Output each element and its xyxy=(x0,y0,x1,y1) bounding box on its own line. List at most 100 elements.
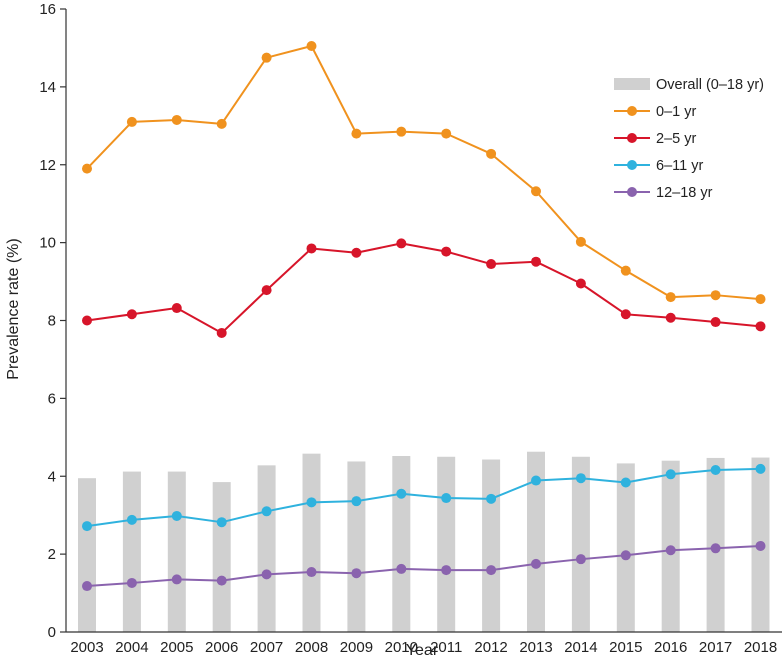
series-3-point-2016 xyxy=(665,545,676,556)
series-3-point-2012 xyxy=(486,565,497,576)
overall-bar-2012 xyxy=(482,459,501,632)
series-2-point-2012 xyxy=(486,493,497,504)
legend-marker-2 xyxy=(627,160,637,170)
series-1-point-2015 xyxy=(620,309,631,320)
x-tick-label: 2004 xyxy=(115,639,148,656)
legend-label-3: 12–18 yr xyxy=(656,185,713,201)
overall-bar-2011 xyxy=(437,456,456,632)
series-2-point-2006 xyxy=(216,517,227,528)
series-3-point-2014 xyxy=(575,554,586,565)
series-1-point-2005 xyxy=(171,303,182,314)
overall-bar-2010 xyxy=(392,456,411,632)
overall-bar-2006 xyxy=(212,482,231,632)
overall-bar-2013 xyxy=(527,451,545,632)
y-tick-label: 2 xyxy=(48,546,56,563)
series-1-point-2010 xyxy=(396,238,407,249)
series-1-point-2004 xyxy=(126,309,137,320)
series-3-point-2015 xyxy=(620,550,631,561)
series-3-point-2005 xyxy=(171,574,182,585)
series-2-point-2014 xyxy=(575,473,586,484)
series-2-point-2003 xyxy=(82,521,92,532)
y-tick-label: 8 xyxy=(48,313,56,330)
y-tick-label: 14 xyxy=(39,79,56,96)
x-tick-label: 2005 xyxy=(160,639,193,656)
series-1-point-2003 xyxy=(82,315,92,326)
series-0-point-2008 xyxy=(306,40,317,51)
legend-label-2: 6–11 yr xyxy=(656,158,703,174)
series-3-point-2008 xyxy=(306,567,317,578)
series-0-point-2017 xyxy=(710,290,721,301)
series-1-point-2017 xyxy=(710,317,721,328)
x-tick-label: 2003 xyxy=(70,639,103,656)
y-tick-label: 16 xyxy=(39,1,56,18)
series-3-point-2010 xyxy=(396,563,407,574)
legend-label-1: 2–5 yr xyxy=(656,131,696,147)
x-tick-label: 2010 xyxy=(385,639,418,656)
series-3-point-2003 xyxy=(82,581,92,592)
overall-bar-2009 xyxy=(347,461,366,632)
series-3-point-2004 xyxy=(126,577,137,588)
series-2-point-2013 xyxy=(531,475,541,486)
series-0-point-2015 xyxy=(620,265,631,276)
overall-bar-2007 xyxy=(257,465,276,632)
x-tick-label: 2012 xyxy=(474,639,507,656)
overall-bar-2005 xyxy=(167,471,186,632)
overall-bar-2003 xyxy=(78,478,96,632)
series-2-point-2008 xyxy=(306,497,317,508)
series-1-point-2007 xyxy=(261,285,272,296)
x-tick-label: 2008 xyxy=(295,639,328,656)
series-2-point-2009 xyxy=(351,496,362,507)
series-line-0 xyxy=(86,44,761,301)
y-tick-label: 0 xyxy=(48,624,56,641)
series-2-point-2007 xyxy=(261,506,272,517)
series-0-point-2005 xyxy=(171,114,182,125)
series-0-point-2006 xyxy=(216,118,227,129)
overall-bar-2014 xyxy=(571,456,590,632)
overall-bar-2008 xyxy=(302,453,321,632)
series-2-point-2011 xyxy=(441,493,452,504)
series-0-point-2018 xyxy=(755,294,766,305)
series-line-1 xyxy=(86,242,761,334)
overall-bar-2015 xyxy=(616,463,635,632)
series-1-point-2011 xyxy=(441,246,452,257)
series-1-point-2012 xyxy=(486,259,497,270)
series-line-3 xyxy=(86,544,761,588)
series-3-point-2006 xyxy=(216,575,227,586)
series-3-point-2013 xyxy=(531,558,541,569)
series-0-point-2003 xyxy=(82,163,92,174)
series-0-point-2011 xyxy=(441,128,452,139)
ticks-layer: 0 2 4 6 8 10 12 14 16 2003 2004 2005 2006 2007 2008 200… xyxy=(39,1,777,656)
series-2-point-2016 xyxy=(665,469,676,480)
x-tick-label: 2007 xyxy=(250,639,283,656)
series-1-point-2018 xyxy=(755,321,766,332)
legend-marker-1 xyxy=(627,133,637,143)
series-3-point-2009 xyxy=(351,568,362,579)
series-3-point-2018 xyxy=(755,540,766,551)
series-2-point-2010 xyxy=(396,488,407,499)
y-tick-label: 12 xyxy=(39,157,56,174)
legend: Overall (0–18 yr) 0–1 yr 2–5 yr 6–11 yr 12–1… xyxy=(614,77,764,201)
bars-layer xyxy=(78,451,770,632)
x-tick-label: 2011 xyxy=(430,639,462,656)
legend-label-overall: Overall (0–18 yr) xyxy=(656,77,764,93)
series-2-point-2015 xyxy=(620,477,631,488)
series-1-point-2016 xyxy=(665,312,676,323)
legend-marker-3 xyxy=(627,187,637,197)
series-2-point-2018 xyxy=(755,463,766,474)
series-1-point-2006 xyxy=(216,327,227,338)
series-3-point-2007 xyxy=(261,569,272,580)
legend-label-0: 0–1 yr xyxy=(656,104,696,120)
x-tick-label: 2015 xyxy=(609,639,642,656)
y-tick-label: 4 xyxy=(48,468,56,485)
series-0-point-2004 xyxy=(126,116,137,127)
x-tick-label: 2014 xyxy=(564,639,597,656)
x-tick-label: 2017 xyxy=(699,639,732,656)
series-1-point-2009 xyxy=(351,247,362,258)
overall-bar-2004 xyxy=(122,471,141,632)
legend-swatch-overall xyxy=(614,78,650,90)
y-tick-label: 10 xyxy=(39,235,56,252)
y-tick-label: 6 xyxy=(48,390,56,407)
series-3-point-2017 xyxy=(710,543,721,554)
series-line-2 xyxy=(86,467,761,528)
